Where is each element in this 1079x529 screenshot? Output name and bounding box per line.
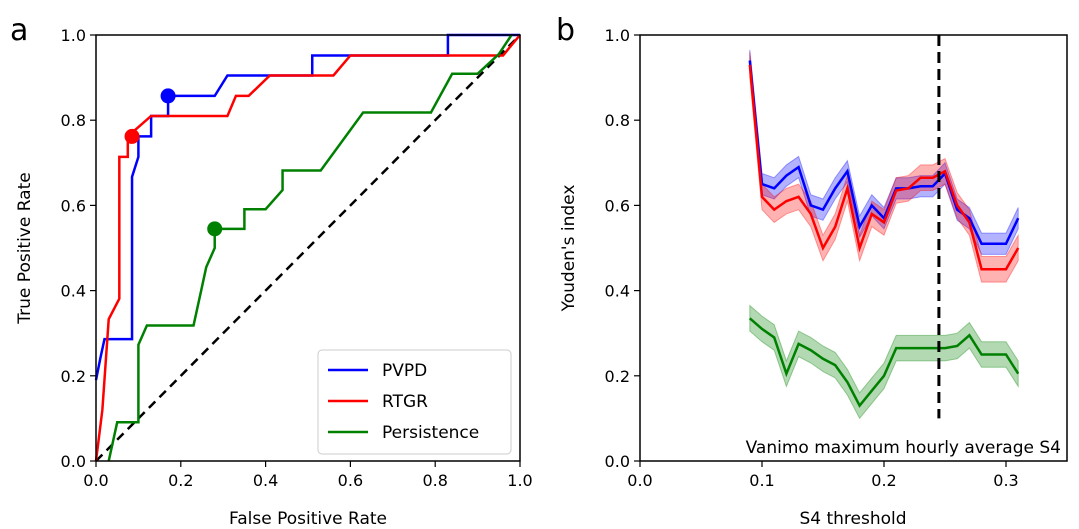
confidence-band-persistence [749, 304, 1019, 420]
x-tick-label: 0.2 [871, 471, 896, 490]
y-tick-label: 0.6 [605, 196, 630, 215]
panel-label-b: b [556, 13, 575, 48]
youden-line-rtgr [748, 64, 1020, 271]
x-tick-label: 0.8 [422, 471, 447, 490]
y-tick-label: 1.0 [61, 26, 86, 45]
legend-label-rtgr: RTGR [382, 392, 428, 412]
youden-line-persistence [748, 317, 1020, 408]
panel-b-axes-frame [639, 34, 1068, 462]
x-tick-label: 0.6 [338, 471, 363, 490]
x-tick-label: 0.0 [627, 471, 652, 490]
roc-line-persistence [107, 34, 513, 462]
x-tick-label: 0.2 [168, 471, 193, 490]
panel-label-a: a [10, 13, 28, 48]
legend-label-persistence: Persistence [382, 423, 479, 443]
optimal-point-persistence [207, 221, 223, 237]
panel-b-y-axis-label: Youden's index [559, 185, 579, 313]
y-tick-label: 0.4 [605, 282, 630, 301]
legend-box [317, 349, 512, 455]
panel-b-plot-area [748, 35, 1020, 420]
panel-a-y-ticks: 0.0 0.2 0.4 0.6 0.8 1.0 [61, 26, 96, 471]
panel-a: a 0.0 0.2 0.4 0.6 0.8 1.0 0.00.20.40.60.81.0 … [10, 13, 533, 529]
panel-a-plot-area [94, 33, 521, 462]
y-tick-label: 0.8 [605, 111, 630, 130]
x-tick-label: 0.1 [749, 471, 774, 490]
panel-b-x-axis-label: S4 threshold [799, 509, 906, 529]
panel-b: b 0.0 0.1 0.2 0.3 0.0 0.2 0.4 0.6 0.8 1.0 S4 thr… [556, 13, 1068, 529]
y-tick-label: 0.6 [61, 196, 86, 215]
panel-a-x-axis-label: False Positive Rate [229, 509, 387, 529]
y-tick-label: 0.2 [61, 367, 86, 386]
youden-line-pvpd [748, 60, 1020, 245]
confidence-band-pvpd [749, 49, 1019, 255]
y-tick-label: 0.2 [605, 367, 630, 386]
optimal-point-pvpd [160, 88, 176, 104]
panel-a-axes-frame [95, 34, 521, 462]
chance-diagonal-line [95, 34, 521, 462]
panel-b-x-ticks: 0.0 0.1 0.2 0.3 [627, 461, 1019, 490]
roc-line-rtgr [94, 34, 521, 462]
panel-b-annotation: Vanimo maximum hourly average S4 [746, 438, 1061, 458]
y-tick-label: 0.4 [61, 282, 86, 301]
y-tick-label: 1.0 [605, 26, 630, 45]
panel-a-x-ticks: 0.0 0.2 0.4 0.6 0.8 1.0 [83, 461, 533, 490]
y-tick-label: 0.8 [61, 111, 86, 130]
y-tick-label: 0.0 [605, 452, 630, 471]
x-tick-label: 0.0 [83, 471, 108, 490]
legend-label-pvpd: PVPD [382, 361, 427, 381]
y-tick-label: 0.0 [61, 452, 86, 471]
panel-a-y-axis-label: True Positive Rate [15, 172, 35, 324]
x-tick-label: 0.3 [993, 471, 1018, 490]
roc-line-pvpd [94, 33, 520, 381]
panel-b-y-ticks: 0.0 0.2 0.4 0.6 0.8 1.0 [605, 26, 640, 471]
x-tick-label: 1.0 [507, 471, 532, 490]
x-tick-label: 0.4 [253, 471, 278, 490]
panel-a-legend: PVPD RTGR Persistence [317, 349, 512, 455]
optimal-point-rtgr [124, 128, 140, 144]
confidence-band-rtgr [749, 51, 1019, 283]
